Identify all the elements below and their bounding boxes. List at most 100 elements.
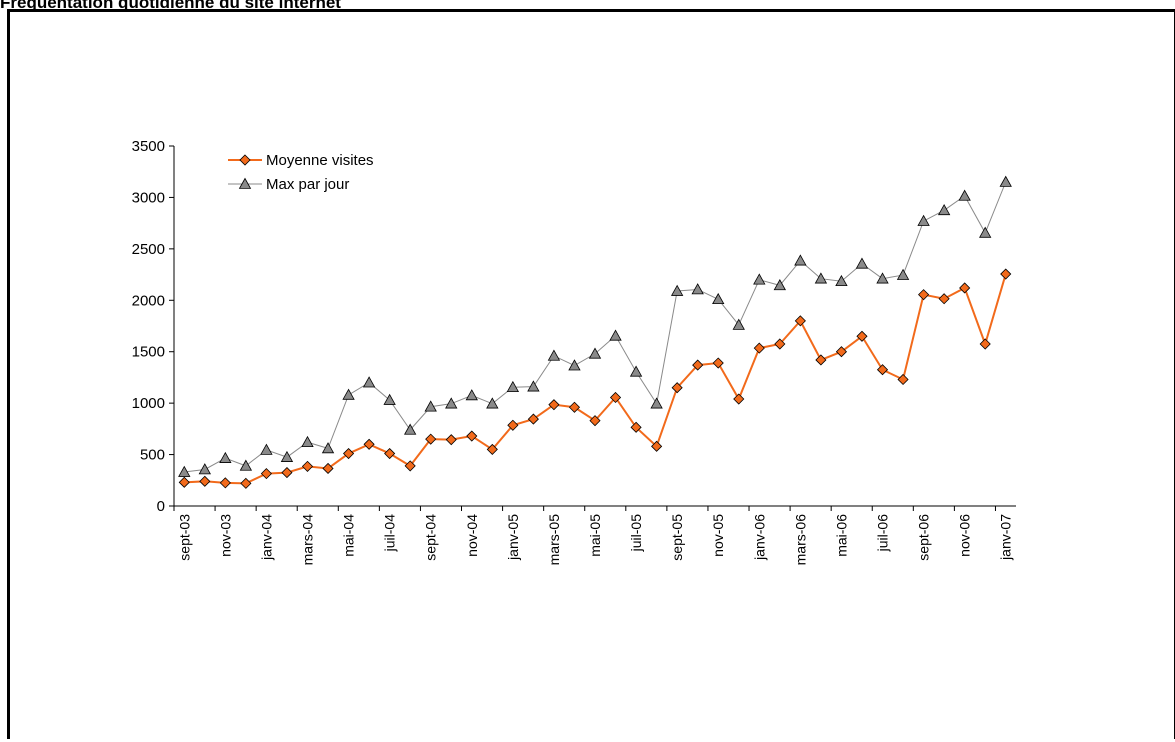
x-tick-label: sept-06: [916, 514, 932, 561]
x-tick-label: janv-05: [505, 514, 521, 561]
line-chart: 0 500 1000 1500 2000 2500 3000 3500 sept-03 nov-0…: [132, 138, 1016, 565]
data-point: [301, 435, 314, 448]
x-tick-label: mars-04: [299, 514, 315, 566]
legend-marker: [239, 154, 251, 166]
data-point: [630, 421, 642, 433]
data-point: [403, 423, 417, 435]
x-tick-label: nov-05: [710, 514, 726, 557]
x-tick-label: mai-04: [341, 514, 357, 557]
data-point: [384, 447, 396, 460]
data-point: [794, 254, 807, 266]
data-point: [671, 382, 683, 394]
y-tick-label: 3000: [132, 189, 165, 206]
data-point: [979, 338, 991, 350]
y-tick-label: 2000: [132, 292, 165, 309]
data-point: [712, 357, 724, 369]
data-point: [383, 393, 396, 405]
x-tick-label: sept-04: [423, 514, 439, 561]
data-point: [466, 430, 478, 442]
chart-frame: 0 500 1000 1500 2000 2500 3000 3500 sept-03 nov-0…: [7, 9, 1175, 739]
series-max-par-jour: [178, 175, 1012, 477]
data-point: [937, 203, 951, 216]
data-point: [917, 214, 930, 226]
y-tick-label: 0: [157, 498, 165, 515]
data-point: [240, 477, 252, 489]
data-point: [1000, 268, 1012, 280]
data-point: [178, 476, 190, 488]
data-point: [219, 451, 232, 463]
x-tick-label: mars-06: [792, 514, 808, 566]
y-tick-label: 2500: [132, 241, 165, 258]
data-point: [507, 419, 519, 431]
y-tick-label: 3500: [132, 138, 165, 155]
x-tick-label: mars-05: [546, 514, 562, 566]
legend-label: Max par jour: [266, 176, 349, 193]
data-point: [547, 349, 561, 361]
data-point: [794, 315, 806, 327]
data-point: [918, 289, 930, 301]
x-tick-label: janv-07: [998, 514, 1014, 561]
data-point: [281, 467, 293, 479]
data-point: [773, 279, 787, 291]
data-point: [959, 282, 971, 294]
data-point: [445, 397, 458, 409]
data-point: [670, 284, 684, 296]
data-point: [178, 465, 191, 477]
data-point: [979, 226, 992, 238]
data-point: [486, 443, 498, 455]
data-point: [506, 380, 520, 393]
x-tick-label: mai-06: [833, 514, 849, 557]
data-point: [609, 391, 622, 404]
data-point: [363, 438, 375, 450]
data-point: [199, 475, 211, 487]
data-point: [650, 397, 663, 409]
data-point: [322, 462, 334, 475]
data-point: [301, 460, 314, 472]
data-point: [219, 477, 231, 489]
data-point: [815, 354, 827, 366]
data-point: [835, 346, 848, 358]
data-point: [856, 330, 868, 342]
data-point: [588, 347, 602, 359]
x-tick-label: sept-05: [669, 514, 685, 561]
data-point: [712, 292, 725, 305]
data-point: [280, 450, 294, 462]
y-tick-label: 1500: [132, 344, 165, 361]
series-line: [184, 273, 1007, 485]
data-point: [732, 318, 745, 330]
data-point: [876, 364, 889, 376]
data-point: [342, 447, 355, 460]
data-point: [198, 463, 211, 475]
data-point: [999, 175, 1012, 187]
data-point: [958, 189, 971, 201]
legend-marker: [238, 177, 252, 189]
chart-legend: Moyenne visites Max par jour: [228, 152, 374, 193]
data-point: [876, 272, 889, 284]
data-point: [527, 413, 539, 425]
data-point: [855, 257, 869, 269]
data-point: [568, 359, 581, 371]
x-tick-label: janv-04: [258, 514, 274, 561]
x-tick-label: janv-06: [751, 514, 767, 561]
x-tick-label: juil-05: [628, 514, 644, 553]
data-point: [548, 399, 560, 411]
data-point: [753, 342, 765, 354]
data-point: [404, 460, 416, 472]
x-tick-label: nov-06: [957, 514, 973, 557]
data-point: [774, 338, 786, 350]
data-point: [733, 393, 745, 405]
data-point: [425, 433, 437, 445]
y-tick-label: 1000: [132, 395, 165, 412]
x-tick-label: nov-04: [464, 514, 480, 557]
series-line: [184, 181, 1007, 473]
data-point: [486, 397, 499, 409]
data-point: [362, 376, 376, 388]
chart-axes: 0 500 1000 1500 2000 2500 3000 3500 sept-03 nov-0…: [132, 138, 1016, 565]
data-point: [609, 329, 622, 341]
data-point: [753, 273, 766, 285]
data-point: [445, 434, 457, 446]
data-point: [342, 388, 355, 400]
x-tick-label: juil-04: [382, 514, 398, 553]
data-point: [589, 415, 601, 427]
data-point: [897, 373, 909, 386]
